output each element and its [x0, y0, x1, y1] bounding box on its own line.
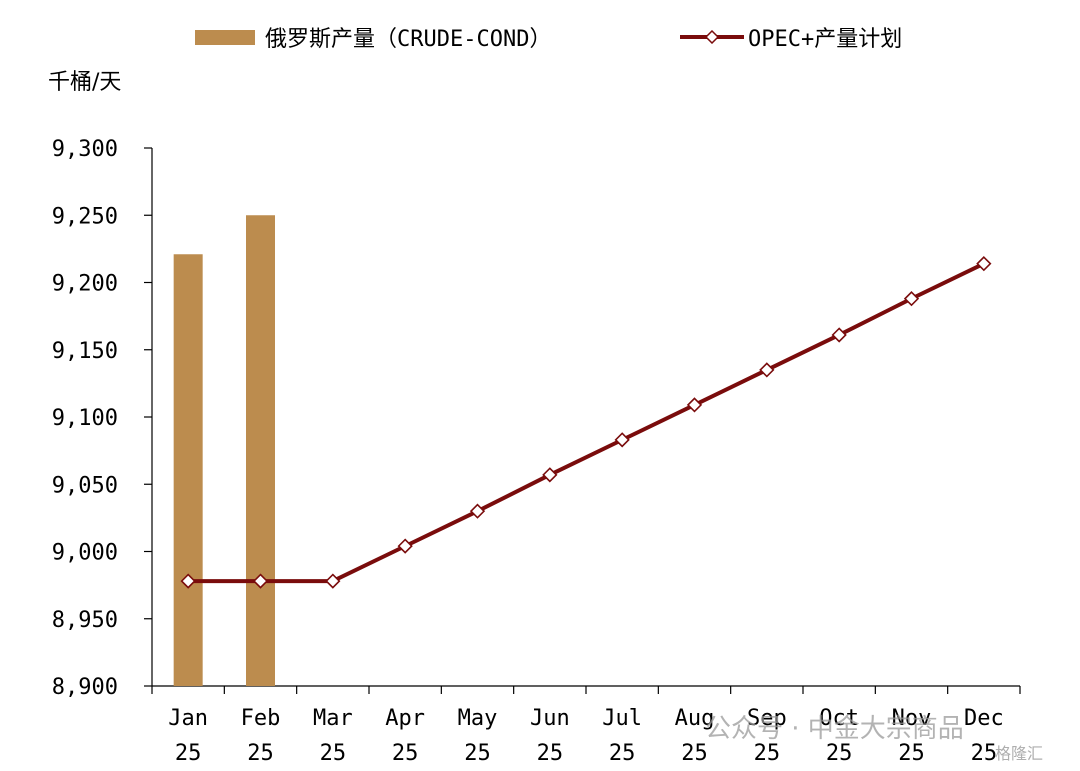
- y-tick-label: 9,300: [52, 137, 118, 162]
- line-marker-opec-plan: [831, 327, 847, 343]
- y-tick-label: 8,900: [52, 675, 118, 700]
- y-tick-label: 8,950: [52, 608, 118, 633]
- y-tick-label: 9,100: [52, 406, 118, 431]
- line-marker-opec-plan: [252, 573, 269, 589]
- legend-swatch-line: [680, 30, 744, 44]
- x-tick-label-month: Jun: [530, 706, 570, 731]
- y-tick-label: 9,150: [52, 339, 118, 364]
- x-tick-label-month: Oct: [819, 706, 859, 731]
- line-marker-opec-plan: [469, 503, 486, 519]
- y-tick-label: 9,200: [52, 272, 118, 297]
- y-axis-unit-label: 千桶/天: [48, 70, 122, 95]
- bar-russia-production: [173, 254, 203, 686]
- x-tick-label-year: 25: [537, 741, 564, 766]
- line-marker-opec-plan: [614, 432, 630, 448]
- y-tick-label: 9,250: [52, 204, 118, 229]
- watermark-subtext: 格隆汇: [995, 744, 1044, 763]
- x-tick-label-month: Jan: [168, 706, 208, 731]
- x-tick-label-year: 25: [898, 741, 925, 766]
- x-tick-label-month: Sep: [747, 706, 787, 731]
- line-marker-opec-plan: [759, 362, 775, 378]
- line-marker-opec-plan: [397, 538, 413, 554]
- x-tick-label-year: 25: [971, 741, 998, 766]
- legend-swatch-bar: [195, 29, 255, 45]
- x-tick-label-year: 25: [826, 741, 853, 766]
- x-tick-label-year: 25: [609, 741, 636, 766]
- line-marker-opec-plan: [903, 291, 920, 307]
- line-opec-plan: [188, 261, 985, 584]
- line-marker-opec-plan: [542, 467, 558, 483]
- x-tick-label-month: Mar: [313, 706, 353, 731]
- line-marker-opec-plan: [180, 573, 196, 589]
- x-tick-label-month: Aug: [675, 706, 715, 731]
- y-tick-label: 9,000: [52, 541, 118, 566]
- x-tick-label-year: 25: [681, 741, 708, 766]
- x-tick-label-year: 25: [247, 741, 274, 766]
- x-tick-label-month: Nov: [892, 706, 932, 731]
- y-tick-label: 9,050: [52, 473, 118, 498]
- legend-item-russia-production: 俄罗斯产量（CRUDE-COND）: [195, 22, 551, 52]
- x-tick-label-year: 25: [754, 741, 781, 766]
- x-tick-label-year: 25: [175, 741, 202, 766]
- legend-item-opec-plan: OPEC+产量计划: [680, 22, 902, 52]
- x-tick-label-year: 25: [464, 741, 491, 766]
- x-tick-label-month: Jul: [602, 706, 642, 731]
- watermark-text: 公众号 · 中金大宗商品: [705, 714, 964, 744]
- legend-label-opec-plan: OPEC+产量计划: [748, 27, 903, 52]
- bar-russia-production: [246, 215, 275, 686]
- legend-label-russia-production: 俄罗斯产量（CRUDE-COND）: [265, 27, 552, 52]
- x-tick-label-year: 25: [392, 741, 419, 766]
- line-marker-opec-plan: [976, 256, 992, 272]
- x-tick-label-month: Dec: [964, 706, 1004, 731]
- line-marker-opec-plan: [325, 573, 341, 589]
- line-marker-opec-plan: [686, 397, 703, 413]
- x-tick-label-month: Feb: [241, 706, 281, 731]
- x-tick-label-month: May: [458, 706, 498, 731]
- x-tick-label-month: Apr: [385, 706, 425, 731]
- x-tick-label-year: 25: [320, 741, 347, 766]
